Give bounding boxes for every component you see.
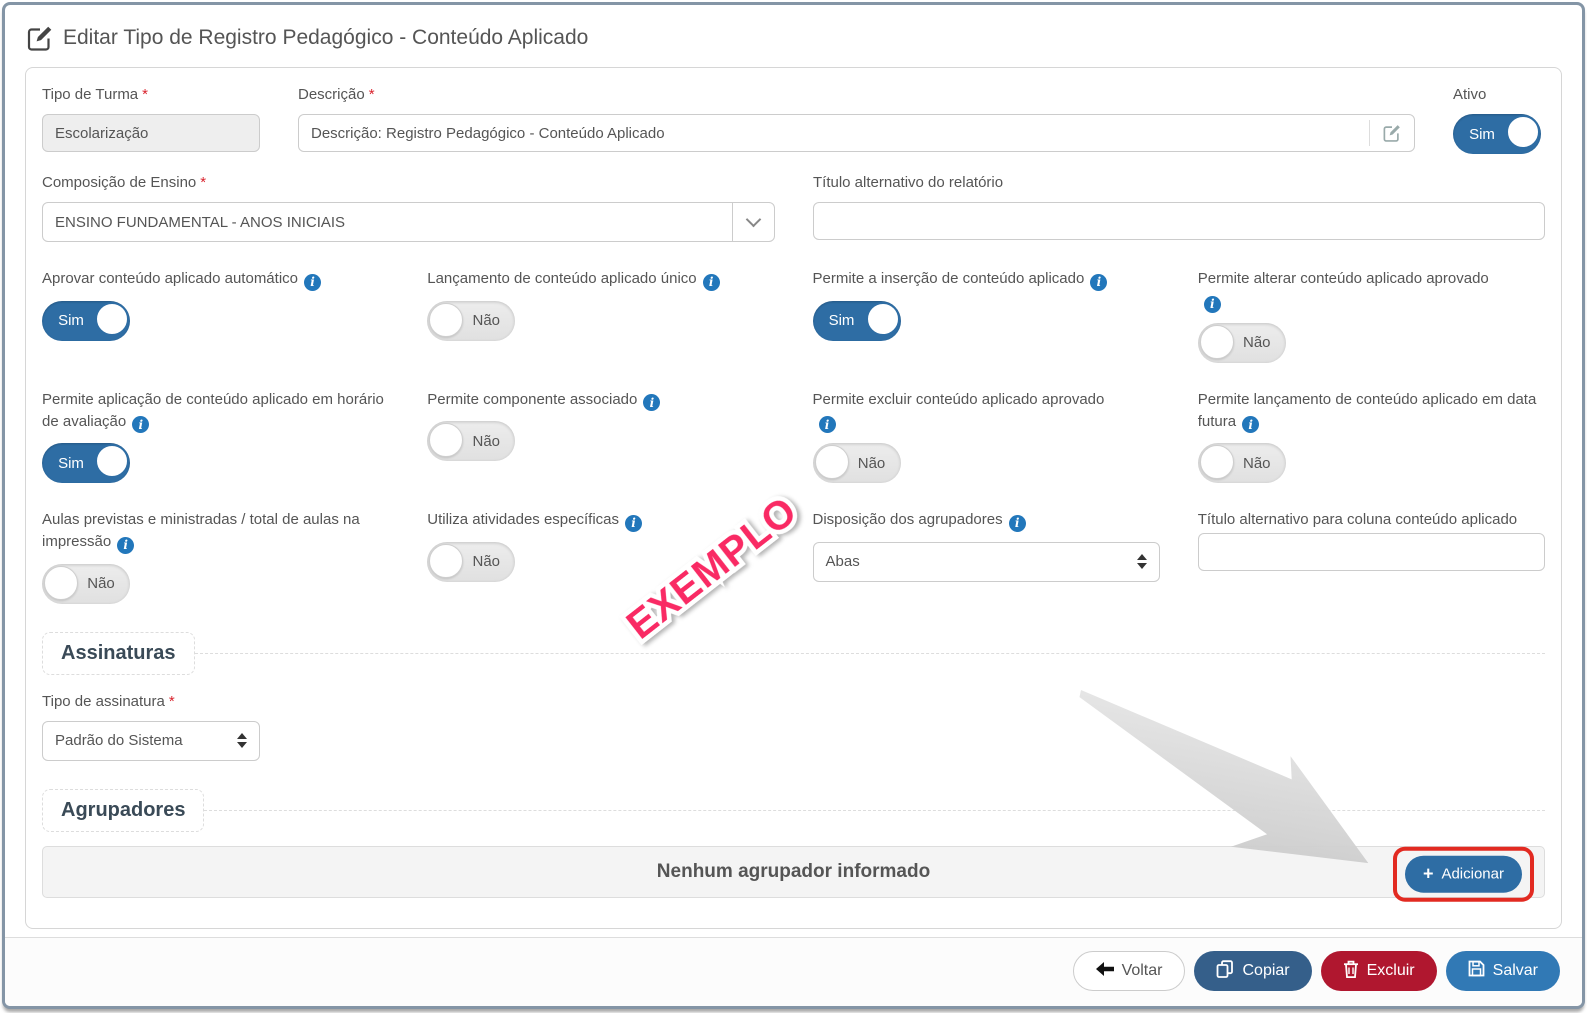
info-icon[interactable]	[702, 273, 720, 291]
agrupadores-section-title: Agrupadores	[42, 788, 205, 832]
descricao-field	[298, 114, 1415, 152]
toggle-lancamento-data-futura[interactable]: Não	[1197, 443, 1286, 483]
toggle-knob	[44, 565, 78, 600]
toggle-row-3: Aulas previstas e ministradas / total de…	[42, 509, 1545, 604]
info-icon[interactable]	[132, 416, 150, 433]
composicao-select[interactable]: ENSINO FUNDAMENTAL - ANOS INICIAIS	[42, 202, 775, 242]
salvar-button[interactable]: Salvar	[1445, 951, 1560, 991]
toggle-label: Permite aplicação de conteúdo aplicado e…	[42, 389, 389, 433]
toggle-aprovar-automatico[interactable]: Sim	[42, 300, 130, 341]
agrupadores-section-header: Agrupadores	[42, 788, 1545, 832]
info-icon[interactable]	[818, 416, 836, 433]
page-title: Editar Tipo de Registro Pedagógico - Con…	[63, 26, 589, 49]
toggle-label: Aprovar conteúdo aplicado automático	[42, 268, 389, 291]
toggle-excluir-aprovado[interactable]: Não	[812, 443, 901, 483]
titulo-alt-relatorio-input[interactable]	[813, 202, 1545, 240]
edit-icon	[27, 25, 53, 51]
copiar-button[interactable]: Copiar	[1194, 951, 1312, 991]
toggle-lancamento-unico[interactable]: Não	[427, 300, 516, 341]
toggle-knob	[429, 423, 464, 457]
row-identification: Tipo de Turma* Descrição*	[42, 84, 1545, 154]
toggle-knob	[95, 301, 129, 336]
toggle-label: Aulas previstas e ministradas / total de…	[42, 509, 389, 554]
tipo-assinatura-select[interactable]: Padrão do Sistema	[42, 720, 260, 761]
adicionar-button[interactable]: Adicionar	[1404, 855, 1522, 893]
info-icon[interactable]	[1090, 273, 1108, 291]
save-icon	[1468, 960, 1485, 982]
copy-icon	[1216, 959, 1234, 983]
toggle-knob	[429, 543, 464, 578]
disposicao-agrupadores-label: Disposição dos agrupadores	[813, 509, 1160, 532]
toggle-aulas-previstas-impressao[interactable]: Não	[42, 563, 130, 604]
descricao-edit-icon[interactable]	[1370, 124, 1414, 142]
info-icon[interactable]	[1203, 295, 1221, 313]
caret-up-down-icon	[237, 733, 247, 748]
disposicao-agrupadores-select[interactable]: Abas	[812, 541, 1160, 582]
info-icon[interactable]	[643, 394, 661, 411]
tipo-turma-input	[42, 114, 260, 152]
assinaturas-section-title: Assinaturas	[42, 631, 195, 675]
toggle-atividades-especificas[interactable]: Não	[427, 541, 516, 582]
info-icon[interactable]	[117, 536, 135, 554]
row-composition: Composição de Ensino * ENSINO FUNDAMENTAL…	[42, 172, 1545, 242]
toggle-knob	[429, 302, 464, 337]
form-panel: Tipo de Turma* Descrição*	[25, 67, 1562, 929]
titulo-coluna-label: Título alternativo para coluna conteúdo …	[1197, 511, 1518, 528]
toggle-knob	[865, 301, 900, 336]
titulo-coluna-input[interactable]	[1197, 533, 1545, 571]
toggle-knob	[1199, 324, 1234, 359]
excluir-button[interactable]: Excluir	[1320, 951, 1437, 991]
titulo-alt-relatorio-label: Título alternativo do relatório	[813, 174, 1004, 191]
toggle-knob	[1506, 115, 1540, 149]
toggle-permite-insercao[interactable]: Sim	[812, 300, 901, 341]
toggle-aplicacao-horario-avaliacao[interactable]: Sim	[42, 443, 130, 483]
arrow-left-icon	[1095, 961, 1114, 981]
field-divider	[1369, 120, 1370, 146]
trash-icon	[1343, 960, 1359, 983]
assinaturas-section-header: Assinaturas	[42, 631, 1545, 675]
toggle-knob	[95, 444, 129, 478]
toggle-row-2: Permite aplicação de conteúdo aplicado e…	[42, 389, 1545, 483]
toggle-label: Lançamento de conteúdo aplicado único	[427, 268, 774, 291]
ativo-toggle[interactable]: Sim	[1453, 114, 1541, 154]
toggle-knob	[1199, 445, 1234, 479]
ativo-label: Ativo	[1453, 86, 1487, 103]
section-divider	[204, 809, 1545, 811]
tipo-assinatura-label: Tipo de assinatura *	[42, 692, 175, 710]
plus-icon	[1423, 864, 1434, 883]
info-icon[interactable]	[304, 273, 321, 291]
toggle-label: Permite a inserção de conteúdo aplicado	[813, 268, 1160, 291]
toggle-label: Permite alterar conteúdo aplicado aprova…	[1198, 268, 1545, 313]
section-divider	[194, 652, 1545, 654]
page-header: Editar Tipo de Registro Pedagógico - Con…	[5, 5, 1582, 51]
info-icon[interactable]	[1242, 416, 1260, 433]
info-icon[interactable]	[1008, 514, 1026, 532]
voltar-button[interactable]: Voltar	[1072, 951, 1186, 991]
toggle-permite-alterar-aprovado[interactable]: Não	[1197, 322, 1286, 363]
toggle-componente-associado[interactable]: Não	[427, 421, 516, 461]
toggle-label: Utiliza atividades específicas	[427, 509, 774, 532]
descricao-label: Descrição *	[298, 86, 375, 103]
highlight-ring: Adicionar	[1392, 846, 1534, 902]
footer-toolbar: Voltar Copiar Excluir	[5, 937, 1582, 1006]
toggle-label: Permite componente associado	[427, 389, 774, 411]
agrupadores-empty-text: Nenhum agrupador informado	[656, 860, 931, 882]
descricao-input[interactable]	[299, 115, 1369, 151]
toggle-knob	[814, 445, 849, 479]
composicao-label: Composição de Ensino *	[42, 174, 207, 191]
info-icon[interactable]	[625, 514, 643, 532]
toggle-label: Permite excluir conteúdo aplicado aprova…	[813, 389, 1160, 433]
toggle-row-1: Aprovar conteúdo aplicado automático Sim…	[42, 268, 1545, 363]
tipo-turma-label: Tipo de Turma *	[42, 86, 148, 103]
caret-up-down-icon	[1136, 554, 1147, 569]
chevron-down-icon	[732, 203, 774, 241]
toggle-label: Permite lançamento de conteúdo aplicado …	[1198, 389, 1545, 433]
agrupadores-empty-bar: Nenhum agrupador informado Adicionar	[42, 845, 1545, 902]
